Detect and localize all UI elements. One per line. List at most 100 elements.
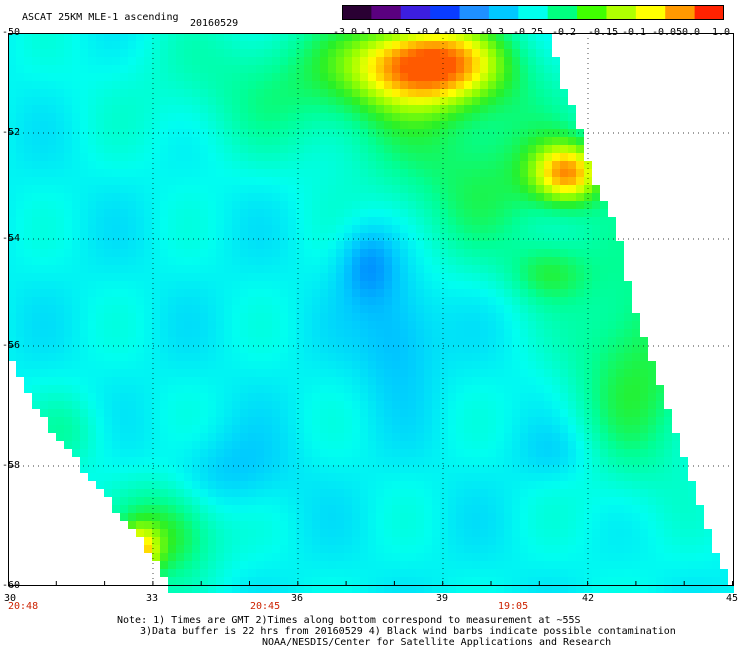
wind-cell [112,313,120,321]
wind-cell [536,529,544,537]
wind-cell [368,249,376,257]
wind-cell [184,305,192,313]
wind-cell [552,537,560,545]
wind-cell [56,321,64,329]
wind-cell [488,401,496,409]
wind-cell [416,505,424,513]
wind-cell [280,417,288,425]
wind-cell [552,289,560,297]
wind-cell [184,281,192,289]
wind-cell [488,129,496,137]
wind-cell [608,345,616,353]
wind-cell [208,321,216,329]
wind-cell [552,417,560,425]
wind-cell [248,161,256,169]
wind-cell [96,337,104,345]
wind-cell [624,481,632,489]
wind-cell [256,97,264,105]
wind-cell [536,361,544,369]
wind-cell [600,449,608,457]
wind-cell [200,49,208,57]
wind-cell [288,161,296,169]
wind-cell [272,481,280,489]
wind-cell [304,553,312,561]
wind-cell [136,73,144,81]
wind-cell [32,353,40,361]
wind-cell [168,193,176,201]
wind-cell [112,473,120,481]
wind-cell [496,289,504,297]
wind-cell [672,473,680,481]
wind-cell [312,97,320,105]
wind-cell [168,145,176,153]
wind-cell [608,385,616,393]
wind-cell [656,505,664,513]
wind-cell [216,201,224,209]
wind-cell [192,273,200,281]
wind-cell [272,65,280,73]
wind-cell [664,473,672,481]
wind-cell [152,313,160,321]
wind-cell [248,361,256,369]
wind-cell [512,297,520,305]
wind-cell [120,273,128,281]
wind-cell [504,281,512,289]
wind-cell [208,297,216,305]
wind-cell [368,513,376,521]
wind-cell [680,545,688,553]
product-date: 20160529 [190,18,238,29]
wind-cell [160,433,168,441]
wind-cell [32,57,40,65]
wind-cell [344,529,352,537]
wind-cell [504,145,512,153]
wind-cell [160,321,168,329]
wind-cell [24,161,32,169]
wind-cell [384,265,392,273]
wind-cell [232,537,240,545]
wind-cell [552,225,560,233]
wind-cell [192,145,200,153]
wind-cell [104,233,112,241]
wind-cell [72,241,80,249]
wind-cell [376,265,384,273]
wind-cell [352,49,360,57]
wind-cell [512,473,520,481]
wind-cell [368,369,376,377]
wind-cell [560,369,568,377]
wind-cell [120,449,128,457]
wind-cell [416,121,424,129]
wind-cell [496,225,504,233]
wind-cell [576,209,584,217]
wind-cell [472,417,480,425]
wind-cell [136,217,144,225]
wind-cell [64,121,72,129]
wind-cell [248,89,256,97]
wind-cell [328,401,336,409]
wind-cell [80,353,88,361]
wind-cell [576,217,584,225]
wind-cell [384,369,392,377]
wind-cell [160,361,168,369]
wind-cell [368,465,376,473]
wind-cell [256,409,264,417]
wind-cell [256,73,264,81]
wind-cell [424,257,432,265]
wind-cell [624,457,632,465]
wind-cell [64,169,72,177]
wind-cell [96,481,104,489]
wind-cell [456,345,464,353]
wind-cell [464,289,472,297]
wind-cell [456,337,464,345]
wind-cell [408,225,416,233]
wind-cell [360,505,368,513]
wind-cell [480,273,488,281]
wind-cell [352,241,360,249]
wind-cell [304,481,312,489]
wind-cell [504,433,512,441]
wind-cell [184,65,192,73]
wind-cell [64,105,72,113]
wind-cell [608,441,616,449]
wind-cell [256,529,264,537]
wind-cell [248,177,256,185]
wind-cell [16,281,24,289]
